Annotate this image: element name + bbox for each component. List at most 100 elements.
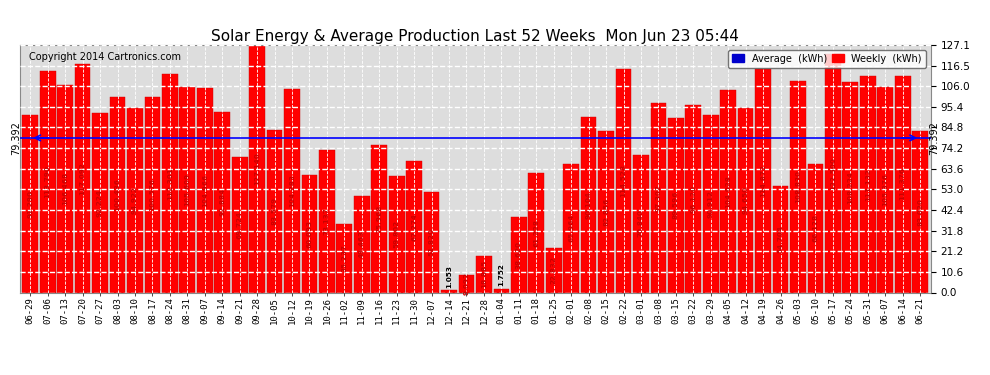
Bar	[92, 113, 108, 292]
Bar	[581, 117, 596, 292]
Text: 1.053: 1.053	[446, 265, 452, 288]
Bar	[790, 81, 806, 292]
Text: 100.436: 100.436	[115, 178, 121, 211]
Bar	[529, 173, 545, 292]
Text: 117.092: 117.092	[79, 162, 85, 195]
Bar	[389, 176, 405, 292]
Text: 89.596: 89.596	[673, 191, 679, 219]
Bar	[808, 164, 824, 292]
Bar	[197, 88, 213, 292]
Text: 18.885: 18.885	[481, 260, 487, 288]
Text: 51.820: 51.820	[429, 228, 435, 256]
Bar	[458, 275, 474, 292]
Text: 122.500: 122.500	[830, 157, 836, 190]
Bar	[860, 76, 875, 292]
Bar	[215, 112, 230, 292]
Bar	[545, 248, 561, 292]
Text: 83.579: 83.579	[271, 197, 277, 225]
Text: 96.120: 96.120	[690, 185, 696, 213]
Bar	[598, 131, 614, 292]
Bar	[57, 85, 73, 292]
Bar	[650, 103, 666, 292]
Bar	[721, 90, 736, 292]
Title: Solar Energy & Average Production Last 52 Weeks  Mon Jun 23 05:44: Solar Energy & Average Production Last 5…	[211, 29, 740, 44]
Bar	[266, 130, 282, 292]
Bar	[442, 291, 456, 292]
Text: 60.093: 60.093	[307, 220, 313, 248]
Bar	[406, 162, 422, 292]
Bar	[668, 118, 684, 292]
Text: 94.922: 94.922	[132, 186, 138, 214]
Bar	[232, 157, 248, 292]
Text: 49.463: 49.463	[358, 230, 364, 258]
Text: 1.752: 1.752	[498, 263, 504, 286]
Text: 114.528: 114.528	[621, 165, 627, 198]
Bar	[371, 145, 387, 292]
Bar	[738, 108, 753, 292]
Bar	[772, 186, 788, 292]
Text: 111.132: 111.132	[865, 168, 871, 201]
Bar	[249, 45, 265, 292]
Text: 75.968: 75.968	[376, 204, 382, 232]
Text: 67.274: 67.274	[411, 213, 417, 241]
Bar	[302, 176, 317, 292]
Bar	[703, 116, 719, 292]
Bar	[825, 54, 841, 292]
Bar	[634, 154, 648, 292]
Bar	[494, 289, 509, 292]
Text: 108.830: 108.830	[795, 170, 801, 203]
Bar	[842, 82, 858, 292]
Bar	[162, 74, 178, 292]
Text: 94.650: 94.650	[742, 186, 748, 214]
Text: 112.301: 112.301	[167, 167, 173, 200]
Bar	[563, 164, 579, 292]
Text: 79.392: 79.392	[929, 121, 939, 155]
Text: 83.020: 83.020	[917, 198, 923, 226]
Text: 105.376: 105.376	[882, 173, 888, 206]
Bar	[145, 97, 160, 292]
Text: 65.964: 65.964	[568, 214, 574, 242]
Text: 92.224: 92.224	[97, 189, 103, 217]
Legend: Average  (kWh), Weekly  (kWh): Average (kWh), Weekly (kWh)	[729, 50, 926, 68]
Text: 91.290: 91.290	[28, 190, 34, 217]
Text: 9.092: 9.092	[463, 272, 469, 295]
Text: 113.790: 113.790	[45, 165, 50, 198]
Text: 66.128: 66.128	[813, 214, 819, 242]
Bar	[354, 196, 369, 292]
Text: 54.704: 54.704	[777, 225, 783, 253]
Text: 35.237: 35.237	[342, 244, 347, 272]
Text: 79.392: 79.392	[12, 121, 22, 155]
Bar	[424, 192, 440, 292]
Text: 127.140: 127.140	[254, 152, 260, 185]
Text: 106.468: 106.468	[62, 172, 68, 206]
Text: 38.620: 38.620	[516, 241, 522, 269]
Text: 108.224: 108.224	[847, 171, 853, 204]
Bar	[179, 87, 195, 292]
Text: 100.576: 100.576	[149, 178, 155, 211]
Bar	[877, 87, 893, 292]
Text: Copyright 2014 Cartronics.com: Copyright 2014 Cartronics.com	[29, 53, 181, 62]
Text: 70.840: 70.840	[638, 210, 644, 237]
Text: 90.104: 90.104	[586, 191, 592, 219]
Bar	[75, 64, 90, 292]
Bar	[319, 150, 335, 292]
Text: 114.872: 114.872	[760, 164, 766, 197]
Text: 92.884: 92.884	[219, 188, 225, 216]
Text: 105.609: 105.609	[184, 173, 190, 206]
Bar	[511, 217, 527, 292]
Bar	[23, 115, 39, 292]
Bar	[476, 256, 492, 292]
Bar	[127, 108, 143, 292]
Text: 104.028: 104.028	[726, 175, 732, 208]
Text: 22.832: 22.832	[550, 256, 556, 284]
Bar	[337, 224, 352, 292]
Text: 82.856: 82.856	[603, 198, 609, 226]
Text: 111.376: 111.376	[900, 168, 906, 201]
Text: 73.137: 73.137	[324, 207, 330, 235]
Bar	[685, 105, 701, 292]
Bar	[616, 69, 632, 292]
Bar	[40, 71, 55, 292]
Text: 97.302: 97.302	[655, 184, 661, 212]
Bar	[895, 76, 911, 292]
Text: 69.724: 69.724	[237, 211, 243, 238]
